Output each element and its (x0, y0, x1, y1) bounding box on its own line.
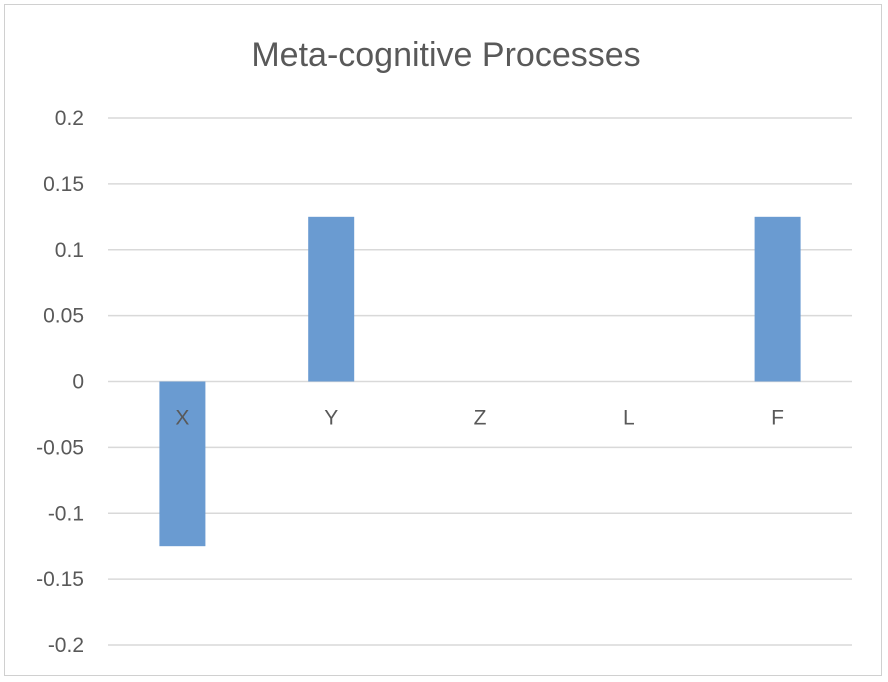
category-label: Y (324, 407, 338, 430)
y-tick-label: 0.2 (55, 107, 84, 130)
chart-frame (4, 4, 882, 676)
y-tick-label: -0.05 (36, 436, 84, 459)
category-label: L (623, 407, 635, 430)
bar-x (159, 381, 206, 547)
bars (159, 216, 801, 547)
y-tick-label: 0.15 (43, 173, 84, 196)
y-axis-tick-labels: 0.2 0.15 0.1 0.05 0 -0.05 -0.1 -0.15 -0.2 (36, 107, 84, 657)
category-label: X (175, 407, 189, 430)
y-tick-label: 0.05 (43, 305, 84, 328)
chart-title: Meta-cognitive Processes (251, 36, 640, 74)
y-tick-label: 0 (72, 371, 84, 394)
y-tick-label: -0.1 (48, 502, 84, 525)
gridlines (108, 117, 852, 646)
y-tick-label: -0.15 (36, 568, 84, 591)
y-tick-label: 0.1 (55, 239, 84, 262)
bar-f (754, 216, 801, 382)
category-label: F (771, 407, 784, 430)
category-label: Z (474, 407, 487, 430)
y-tick-label: -0.2 (48, 634, 84, 657)
bar-y (308, 216, 355, 382)
